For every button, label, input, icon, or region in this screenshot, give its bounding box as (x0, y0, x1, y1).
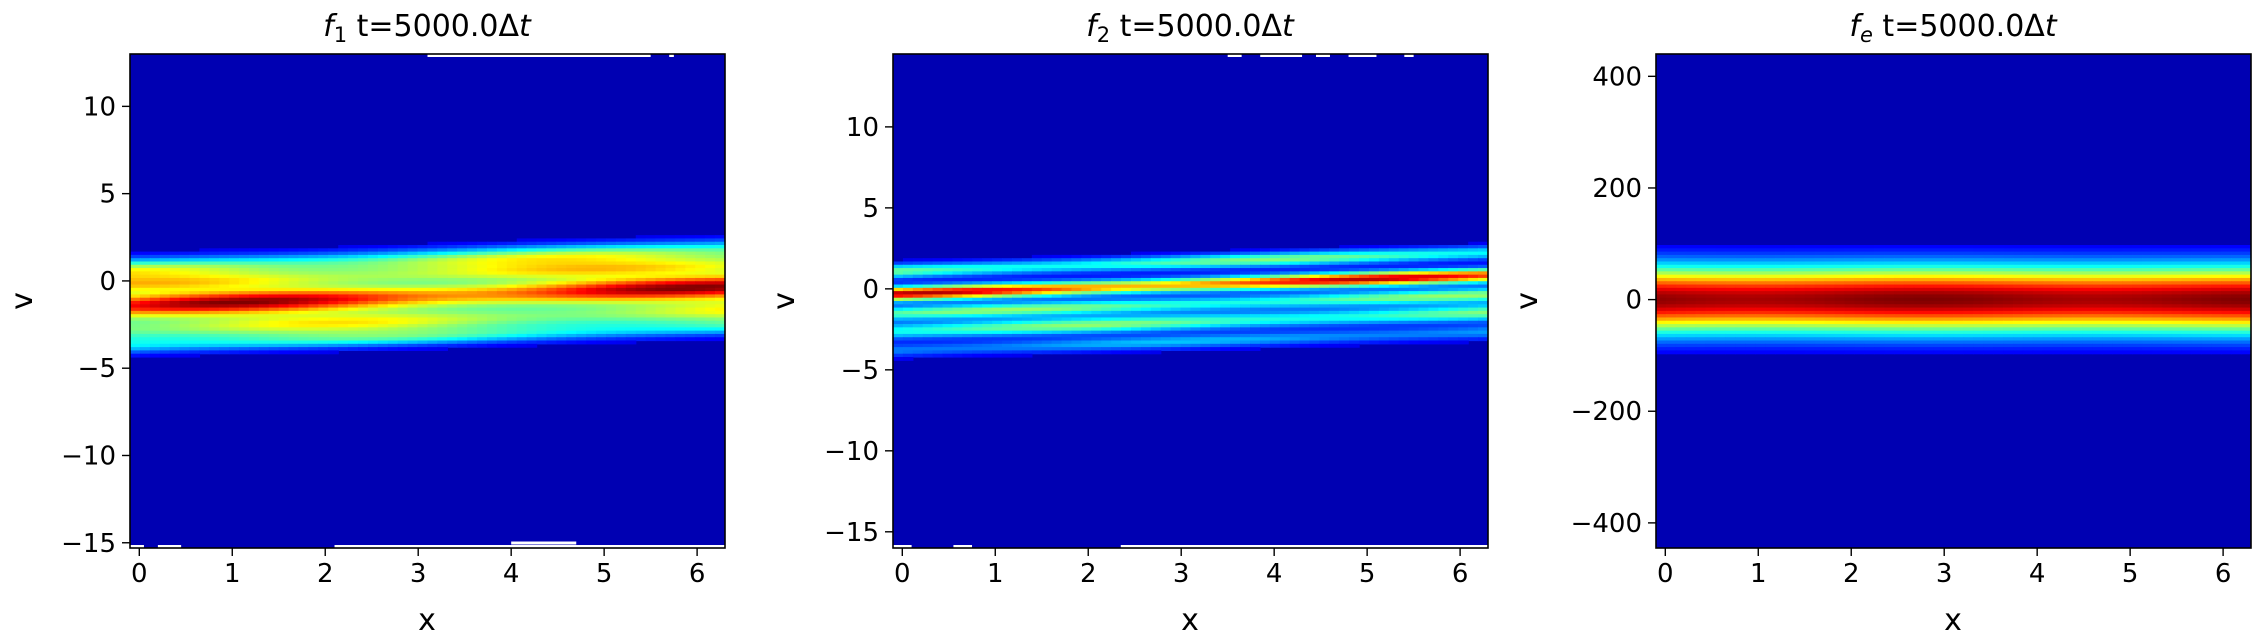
nan-stripe (334, 545, 725, 548)
x-ticks-f1: 0 1 2 3 4 5 6 (131, 548, 705, 589)
y-tick-label: 400 (1592, 62, 1642, 92)
y-tick-label: 10 (83, 92, 116, 122)
x-tick-label: 4 (503, 559, 520, 589)
x-tick-label: 6 (689, 559, 706, 589)
x-tick-label: 0 (131, 559, 148, 589)
y-tick-label: 0 (862, 275, 879, 305)
y-ticks-f1: −15 −10 −5 0 5 10 (61, 92, 130, 559)
y-tick-label: 5 (862, 194, 879, 224)
x-tick-label: 3 (1173, 559, 1190, 589)
nan-stripe (511, 541, 577, 545)
nan-stripe (1348, 54, 1377, 57)
heatmap-fe (1656, 54, 2251, 548)
x-tick-label: 6 (2215, 559, 2232, 589)
xlabel-fe: x (1944, 603, 1962, 638)
xlabel-f1: x (418, 603, 436, 638)
nan-stripe (1260, 54, 1303, 57)
ylabel-fe: v (1510, 292, 1545, 310)
nan-stripe (669, 54, 674, 57)
nan-stripe (953, 545, 973, 548)
title-fe: fe t=5000.0Δt (1849, 9, 2057, 47)
ylabel-f1: v (5, 292, 40, 310)
y-tick-label: 5 (99, 180, 116, 210)
y-tick-label: −5 (78, 354, 116, 384)
x-tick-label: 3 (1936, 559, 1953, 589)
heatmap-f2 (893, 54, 1488, 548)
x-ticks-f2: 0 1 2 3 4 5 6 (894, 548, 1468, 589)
x-tick-label: 4 (1266, 559, 1283, 589)
y-tick-label: −15 (61, 529, 116, 559)
x-tick-label: 0 (894, 559, 911, 589)
nan-stripe (1404, 54, 1414, 57)
x-tick-label: 2 (1843, 559, 1860, 589)
y-tick-label: −400 (1571, 509, 1642, 539)
x-tick-label: 0 (1657, 559, 1674, 589)
y-tick-label: 0 (1625, 286, 1642, 316)
axes-frame-f2 (892, 53, 1489, 549)
axes-frame-fe (1655, 53, 2252, 549)
axes-frame-f1 (129, 53, 726, 549)
xlabel-f2: x (1181, 603, 1199, 638)
nan-stripe (157, 545, 182, 548)
ylabel-f2: v (767, 292, 802, 310)
nan-stripe (1316, 54, 1330, 57)
x-tick-label: 1 (1750, 559, 1767, 589)
y-tick-label: −10 (61, 441, 116, 471)
y-tick-label: −10 (824, 437, 879, 467)
nan-stripe (1120, 545, 1488, 548)
heatmap-f1 (130, 54, 725, 548)
x-tick-label: 5 (596, 559, 613, 589)
nan-stripe (893, 545, 912, 548)
x-tick-label: 2 (317, 559, 334, 589)
panel-f2: f2 t=5000.0Δt 0 1 2 3 4 5 6 −15 −10 −5 0 5 10 x v (767, 9, 1489, 638)
nan-stripe (1227, 54, 1242, 57)
x-tick-label: 1 (987, 559, 1004, 589)
x-tick-label: 3 (410, 559, 427, 589)
nan-stripe (130, 545, 144, 548)
y-tick-label: 0 (99, 267, 116, 297)
y-tick-label: −200 (1571, 397, 1642, 427)
y-ticks-f2: −15 −10 −5 0 5 10 (824, 113, 893, 548)
y-tick-label: −5 (841, 356, 879, 386)
y-tick-label: −15 (824, 518, 879, 548)
title-f2: f2 t=5000.0Δt (1086, 9, 1295, 47)
x-tick-label: 2 (1080, 559, 1097, 589)
title-f1: f1 t=5000.0Δt (323, 9, 532, 47)
y-tick-label: 10 (846, 113, 879, 143)
x-tick-label: 5 (1359, 559, 1376, 589)
x-tick-label: 1 (224, 559, 241, 589)
x-ticks-fe: 0 1 2 3 4 5 6 (1657, 548, 2231, 589)
x-tick-label: 5 (2122, 559, 2139, 589)
y-ticks-fe: −400 −200 0 200 400 (1571, 62, 1656, 539)
x-tick-label: 4 (2029, 559, 2046, 589)
y-tick-label: 200 (1592, 174, 1642, 204)
x-tick-label: 6 (1452, 559, 1469, 589)
panel-f1: f1 t=5000.0Δt 0 1 2 3 4 5 6 −15 −10 −5 0 5 10 x v (5, 9, 726, 638)
nan-stripe (427, 54, 651, 57)
